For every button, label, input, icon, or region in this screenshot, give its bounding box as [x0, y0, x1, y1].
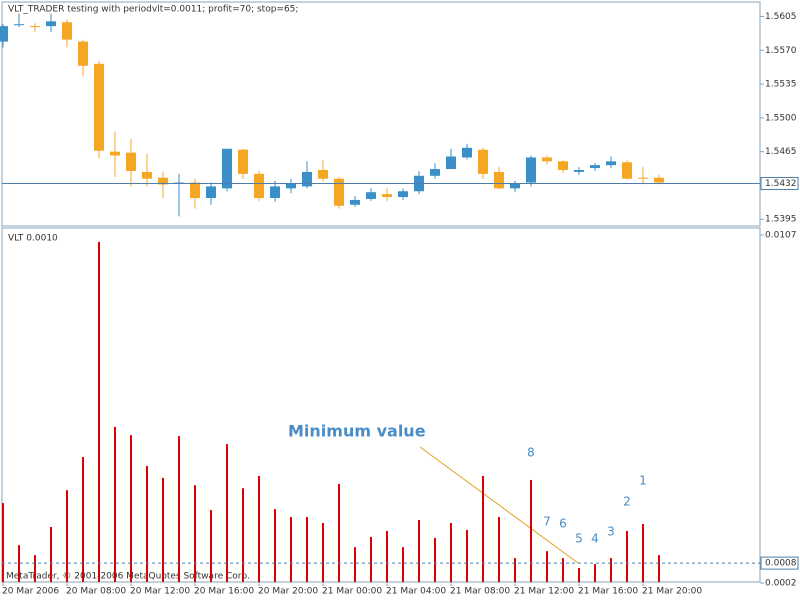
candle-body — [334, 178, 344, 206]
x-tick-label: 21 Mar 08:00 — [450, 587, 510, 597]
candle-body — [446, 156, 456, 170]
last-price-box — [760, 177, 799, 191]
annotation: Minimum value — [288, 422, 426, 441]
chart-title: VLT_TRADER testing with periodvlt=0.0011… — [8, 5, 298, 15]
point-annotation: 2 — [623, 495, 631, 509]
candle-body — [430, 169, 440, 176]
candle-body — [206, 186, 216, 198]
candle-body — [142, 171, 152, 179]
candle-body — [238, 149, 248, 174]
point-annotation: 7 — [543, 515, 551, 529]
candle-body — [158, 177, 168, 185]
candle-body — [350, 199, 360, 205]
candle-body — [558, 161, 568, 170]
candle-body — [126, 152, 136, 171]
last-price-label: 1.5432 — [765, 179, 797, 189]
candle-body — [638, 177, 648, 179]
y-tick-label: 0.0107 — [765, 230, 797, 240]
point-annotation: 3 — [607, 525, 615, 539]
candle-body — [510, 183, 520, 189]
y-tick-label: 1.5500 — [765, 113, 797, 123]
x-tick-label: 20 Mar 20:00 — [258, 587, 318, 597]
x-tick-label: 21 Mar 20:00 — [642, 587, 702, 597]
x-tick-label: 20 Mar 16:00 — [194, 587, 254, 597]
price-panel — [1, 1, 761, 227]
candle-body — [62, 22, 72, 40]
x-tick-label: 21 Mar 00:00 — [322, 587, 382, 597]
candle-body — [30, 26, 40, 28]
y-tick-label: 1.5395 — [765, 215, 797, 225]
level-label: 0.0008 — [765, 559, 797, 569]
candle-body — [542, 157, 552, 162]
point-annotation: 4 — [591, 532, 599, 546]
candle-body — [14, 24, 24, 26]
candle-body — [574, 170, 584, 172]
candle-body — [590, 165, 600, 169]
candle-body — [190, 182, 200, 198]
candle-body — [606, 161, 616, 166]
x-tick-label: 20 Mar 2006 — [2, 587, 59, 597]
x-tick-label: 21 Mar 16:00 — [578, 587, 638, 597]
candle-body — [526, 157, 536, 183]
candle-body — [46, 21, 56, 27]
candle-body — [366, 192, 376, 199]
level-box — [760, 556, 799, 570]
candle-body — [478, 149, 488, 174]
annotation-arrow — [419, 446, 579, 564]
x-tick-label: 21 Mar 12:00 — [514, 587, 574, 597]
x-tick-label: 20 Mar 12:00 — [130, 587, 190, 597]
x-tick-label: 20 Mar 08:00 — [66, 587, 126, 597]
candle-body — [302, 171, 312, 187]
x-tick-label: 21 Mar 04:00 — [386, 587, 446, 597]
candle-body — [0, 26, 8, 42]
candle-body — [286, 183, 296, 189]
candle-body — [94, 63, 104, 151]
point-annotation: 5 — [575, 532, 583, 546]
candle-body — [654, 177, 664, 183]
point-annotation: 6 — [559, 517, 567, 531]
indicator-title: VLT 0.0010 — [8, 234, 58, 244]
candle-body — [398, 191, 408, 198]
candle-body — [462, 147, 472, 158]
point-annotation: 8 — [527, 446, 535, 460]
y-tick-label: 1.5605 — [765, 12, 797, 22]
candle-body — [78, 41, 88, 66]
y-tick-label: 1.5570 — [765, 46, 797, 56]
y-tick-label: 1.5465 — [765, 147, 797, 157]
candle-body — [254, 173, 264, 198]
y-tick-label: 1.5535 — [765, 80, 797, 90]
y-tick-label: 0.0002 — [765, 578, 797, 588]
indicator-panel — [1, 227, 761, 583]
candle-body — [222, 148, 232, 189]
candle-body — [110, 151, 120, 156]
copyright: MetaTrader, © 2001-2006 MetaQuotes Softw… — [6, 572, 250, 582]
candle-body — [494, 171, 504, 189]
point-annotation: 1 — [639, 474, 647, 488]
candle-body — [382, 194, 392, 198]
candle-body — [318, 170, 328, 179]
candle-body — [622, 162, 632, 179]
candle-body — [270, 186, 280, 198]
